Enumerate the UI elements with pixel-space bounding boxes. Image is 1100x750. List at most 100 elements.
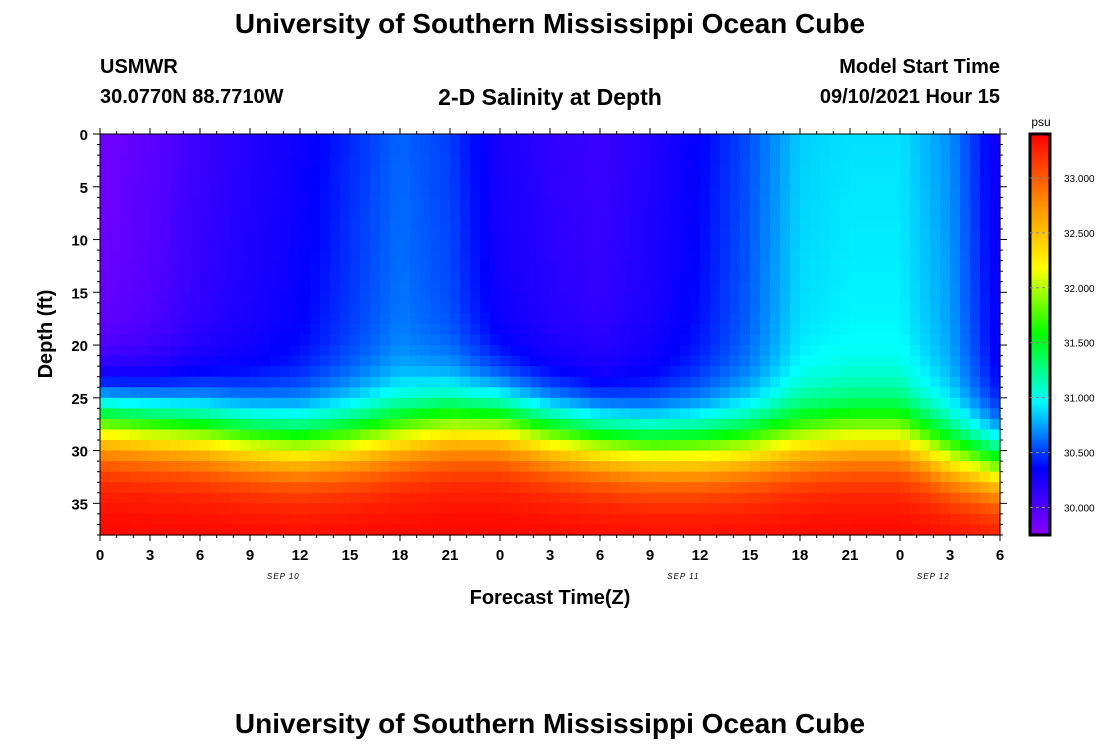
- heatmap-cell: [670, 408, 681, 420]
- heatmap-cell: [370, 513, 381, 526]
- heatmap-cell: [560, 250, 571, 262]
- heatmap-cell: [950, 155, 961, 167]
- heatmap-cell: [500, 450, 511, 462]
- heatmap-cell: [360, 408, 371, 420]
- heatmap-cell: [750, 134, 761, 146]
- heatmap-cell: [900, 524, 911, 536]
- heatmap-cell: [510, 492, 521, 504]
- heatmap-cell: [830, 397, 841, 409]
- heatmap-cell: [280, 376, 291, 388]
- heatmap-cell: [530, 144, 541, 156]
- heatmap-cell: [650, 281, 661, 293]
- heatmap-cell: [520, 197, 531, 209]
- heatmap-cell: [150, 260, 161, 272]
- heatmap-cell: [170, 165, 181, 177]
- heatmap-cell: [850, 271, 861, 283]
- heatmap-cell: [780, 218, 791, 230]
- heatmap-cell: [920, 355, 931, 367]
- heatmap-cell: [580, 165, 591, 177]
- heatmap-cell: [290, 197, 301, 209]
- y-tick-label: 30: [71, 444, 88, 461]
- heatmap-cell: [830, 387, 841, 399]
- heatmap-cell: [980, 228, 991, 241]
- heatmap-cell: [190, 228, 201, 241]
- heatmap-cell: [900, 471, 911, 483]
- heatmap-cell: [110, 271, 121, 283]
- heatmap-cell: [450, 408, 461, 420]
- heatmap-cell: [240, 207, 251, 220]
- heatmap-cell: [270, 218, 281, 230]
- heatmap-cell: [910, 207, 921, 220]
- heatmap-cell: [810, 418, 821, 431]
- heatmap-cell: [680, 155, 691, 167]
- heatmap-cell: [490, 271, 501, 283]
- heatmap-cell: [790, 144, 801, 156]
- heatmap-cell: [100, 503, 111, 515]
- heatmap-cell: [810, 513, 821, 526]
- heatmap-cell: [790, 271, 801, 283]
- heatmap-cell: [600, 313, 611, 325]
- heatmap-cell: [150, 513, 161, 526]
- heatmap-cell: [830, 197, 841, 209]
- heatmap-cell: [120, 450, 131, 462]
- heatmap-cell: [940, 492, 951, 504]
- heatmap-cell: [310, 429, 321, 441]
- heatmap-cell: [500, 228, 511, 241]
- heatmap-cell: [720, 366, 731, 378]
- heatmap-cell: [770, 366, 781, 378]
- heatmap-cell: [110, 492, 121, 504]
- heatmap-cell: [550, 302, 561, 314]
- heatmap-cell: [280, 355, 291, 367]
- heatmap-cell: [440, 165, 451, 177]
- heatmap-cell: [550, 376, 561, 388]
- heatmap-cell: [800, 207, 811, 220]
- heatmap-cell: [290, 271, 301, 283]
- heatmap-cell: [830, 292, 841, 304]
- heatmap-cell: [530, 524, 541, 536]
- heatmap-cell: [100, 440, 111, 452]
- heatmap-cell: [720, 461, 731, 473]
- heatmap-cell: [890, 376, 901, 388]
- heatmap-cell: [440, 397, 451, 409]
- heatmap-cell: [320, 228, 331, 241]
- heatmap-cell: [820, 197, 831, 209]
- heatmap-cell: [450, 387, 461, 399]
- heatmap-cell: [600, 513, 611, 526]
- heatmap-cell: [330, 313, 341, 325]
- heatmap-cell: [870, 524, 881, 536]
- heatmap-cell: [400, 165, 411, 177]
- heatmap-cell: [900, 197, 911, 209]
- heatmap-cell: [540, 271, 551, 283]
- heatmap-cell: [390, 345, 401, 357]
- heatmap-cell: [840, 186, 851, 198]
- heatmap-cell: [670, 482, 681, 494]
- heatmap-cell: [610, 313, 621, 325]
- heatmap-cell: [910, 334, 921, 346]
- heatmap-cell: [940, 165, 951, 177]
- heatmap-cell: [340, 366, 351, 378]
- heatmap-cell: [510, 313, 521, 325]
- heatmap-cell: [390, 165, 401, 177]
- heatmap-cell: [210, 228, 221, 241]
- heatmap-cell: [980, 281, 991, 293]
- heatmap-cell: [130, 134, 141, 146]
- heatmap-cell: [450, 366, 461, 378]
- heatmap-cell: [100, 197, 111, 209]
- heatmap-cell: [410, 408, 421, 420]
- heatmap-cell: [260, 207, 271, 220]
- heatmap-cell: [220, 461, 231, 473]
- heatmap-cell: [110, 355, 121, 367]
- heatmap-cell: [550, 492, 561, 504]
- heatmap-cell: [210, 355, 221, 367]
- heatmap-cell: [240, 144, 251, 156]
- heatmap-cell: [950, 176, 961, 188]
- heatmap-cell: [730, 197, 741, 209]
- heatmap-cell: [350, 186, 361, 198]
- heatmap-cell: [270, 366, 281, 378]
- heatmap-cell: [450, 482, 461, 494]
- heatmap-cell: [970, 345, 981, 357]
- heatmap-cell: [960, 334, 971, 346]
- heatmap-cell: [160, 387, 171, 399]
- heatmap-cell: [850, 302, 861, 314]
- heatmap-cell: [220, 492, 231, 504]
